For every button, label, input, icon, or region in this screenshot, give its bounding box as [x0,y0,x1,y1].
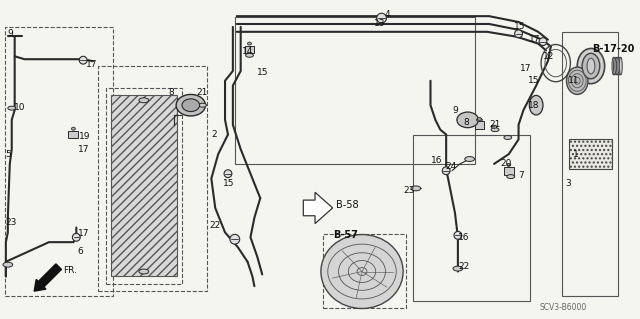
Circle shape [539,38,547,46]
Ellipse shape [504,136,512,139]
Bar [5,27,113,296]
Text: 16: 16 [431,156,442,166]
Ellipse shape [477,117,481,120]
Ellipse shape [507,175,515,179]
Ellipse shape [587,58,595,74]
Ellipse shape [620,57,622,75]
Text: 21: 21 [196,88,208,97]
Text: 17: 17 [86,60,97,69]
Text: 15: 15 [514,22,525,32]
Text: 6: 6 [77,248,83,256]
Circle shape [72,234,80,241]
Text: B-17-20: B-17-20 [592,44,634,55]
Text: 4: 4 [385,10,390,19]
Text: 9: 9 [452,106,458,115]
Text: 17: 17 [529,35,541,44]
Ellipse shape [465,157,474,161]
Text: 2: 2 [211,130,217,139]
Bar [413,135,531,301]
Ellipse shape [246,53,253,57]
Bar [323,234,406,308]
Text: 19: 19 [79,132,91,141]
Ellipse shape [507,163,511,166]
Text: 15: 15 [257,68,269,78]
Text: 16: 16 [458,233,469,242]
Ellipse shape [411,186,420,191]
Text: 22: 22 [209,221,221,230]
FancyArrow shape [34,264,61,291]
Text: 10: 10 [13,103,25,112]
Ellipse shape [529,95,543,115]
Ellipse shape [321,234,403,308]
Text: 8: 8 [464,118,470,127]
Ellipse shape [577,48,605,84]
Bar [98,66,207,291]
Circle shape [515,30,522,38]
Circle shape [377,13,387,23]
Bar [570,139,612,169]
Text: 17: 17 [78,229,90,238]
Text: 21: 21 [489,120,500,129]
Text: 11: 11 [568,76,579,85]
Ellipse shape [176,94,205,116]
Circle shape [79,56,87,64]
Ellipse shape [612,57,615,75]
Text: 3: 3 [566,179,572,188]
Ellipse shape [616,57,620,75]
Ellipse shape [582,53,600,79]
Bar [504,167,514,175]
Ellipse shape [614,57,616,75]
Circle shape [230,234,240,244]
Bar [562,32,618,296]
Text: 23: 23 [403,186,415,195]
Bar [68,131,78,138]
Ellipse shape [615,57,618,75]
Bar [244,46,254,53]
Ellipse shape [457,112,479,128]
Ellipse shape [3,262,13,267]
Text: 15: 15 [529,76,540,85]
Polygon shape [303,192,333,224]
Ellipse shape [139,269,148,274]
Text: 14: 14 [242,47,253,56]
Ellipse shape [198,103,207,107]
Ellipse shape [453,266,463,271]
Bar [235,17,474,164]
Ellipse shape [8,106,15,110]
Text: 17: 17 [520,63,531,72]
Text: 20: 20 [500,160,511,168]
Ellipse shape [491,125,497,128]
Ellipse shape [491,128,499,132]
Text: 17: 17 [78,145,90,154]
Ellipse shape [477,118,483,121]
Ellipse shape [248,42,252,45]
Text: 8: 8 [168,88,174,97]
Text: 22: 22 [458,262,469,271]
Ellipse shape [182,99,200,112]
Circle shape [454,231,462,239]
Text: 23: 23 [5,218,16,227]
Ellipse shape [139,98,148,103]
Circle shape [442,167,450,175]
Ellipse shape [72,127,76,130]
Text: 15: 15 [223,179,235,188]
Text: B-58: B-58 [335,200,358,210]
Text: FR.: FR. [63,266,77,275]
Text: SCV3-B6000: SCV3-B6000 [540,303,587,312]
Text: 24: 24 [445,162,456,171]
Text: 13: 13 [374,19,385,28]
Bar [111,95,177,277]
Text: B-57: B-57 [333,230,358,240]
Circle shape [224,170,232,178]
Text: 7: 7 [518,171,524,180]
Bar [474,121,484,129]
Text: 12: 12 [543,52,554,61]
Ellipse shape [618,57,621,75]
Text: 1: 1 [573,150,579,159]
Text: 5: 5 [5,150,11,159]
Bar [106,88,182,284]
Text: 18: 18 [529,101,540,110]
Ellipse shape [566,67,588,94]
Text: 9: 9 [8,29,13,38]
